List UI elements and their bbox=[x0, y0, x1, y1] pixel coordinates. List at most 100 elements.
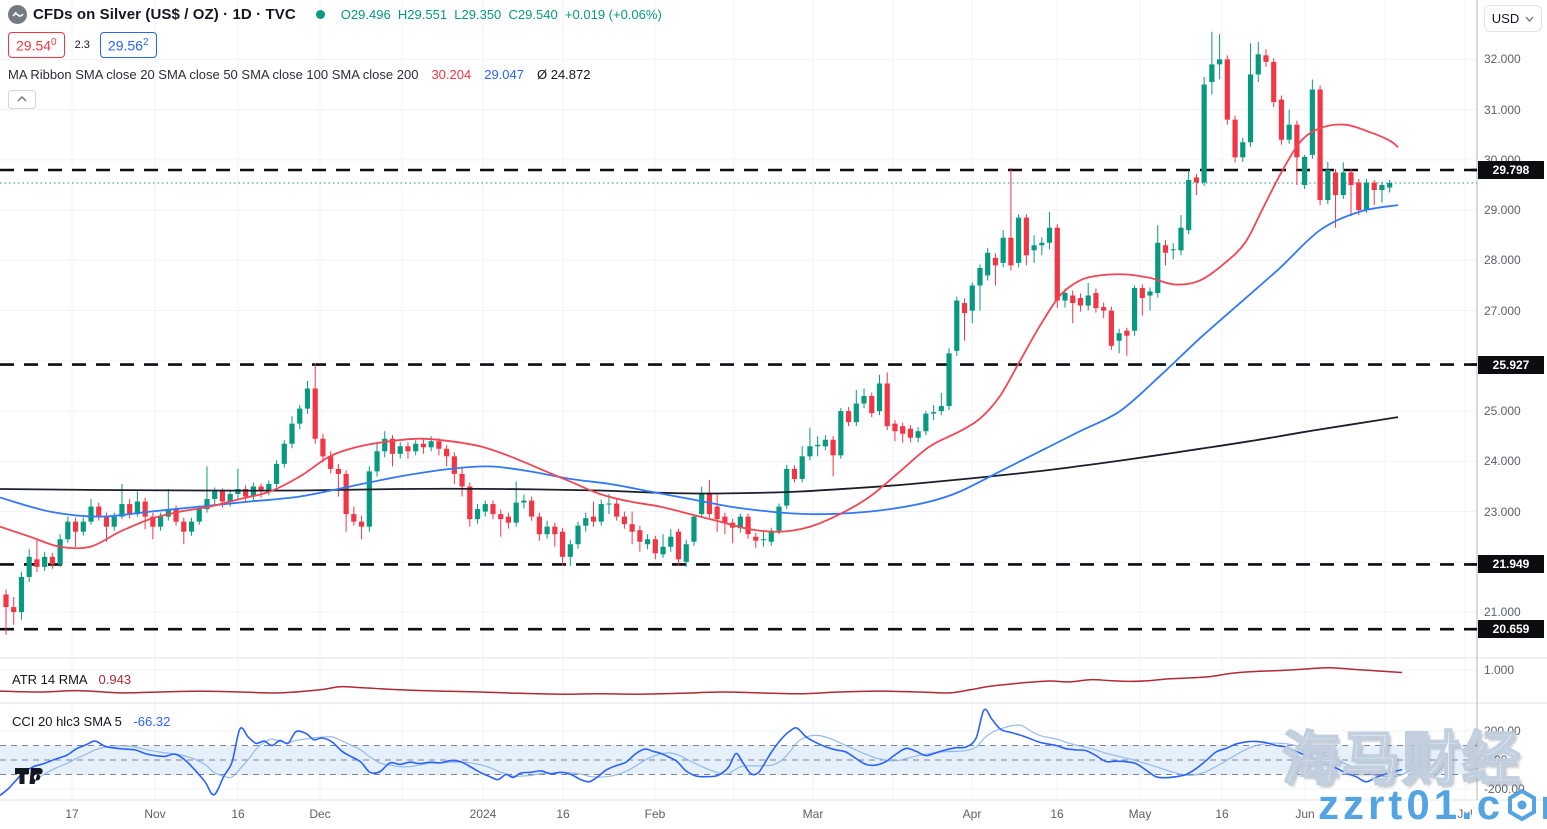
price-level-lines bbox=[0, 168, 1477, 631]
candle bbox=[1224, 59, 1230, 120]
candle bbox=[714, 506, 720, 520]
candle bbox=[629, 524, 635, 532]
candle bbox=[884, 383, 890, 427]
candle bbox=[1139, 287, 1145, 299]
candle bbox=[1178, 227, 1184, 251]
candle bbox=[529, 500, 535, 517]
candle bbox=[374, 451, 380, 472]
candle bbox=[150, 516, 156, 527]
currency-label: USD bbox=[1491, 11, 1520, 26]
candle bbox=[675, 531, 682, 560]
candle bbox=[389, 438, 396, 454]
candle bbox=[753, 536, 759, 541]
candle bbox=[1147, 291, 1153, 296]
candle bbox=[1356, 182, 1362, 211]
candle bbox=[552, 526, 558, 535]
candle bbox=[235, 488, 241, 495]
candle bbox=[34, 559, 40, 567]
candle bbox=[119, 504, 125, 517]
candle bbox=[397, 446, 403, 454]
candle bbox=[142, 501, 148, 517]
candle bbox=[923, 413, 929, 432]
candle bbox=[590, 516, 597, 522]
candle bbox=[637, 530, 643, 542]
candle bbox=[1255, 54, 1261, 75]
candle bbox=[413, 443, 419, 452]
candle bbox=[1371, 182, 1377, 190]
candle bbox=[273, 463, 280, 484]
candle bbox=[49, 556, 55, 565]
candle bbox=[969, 285, 975, 311]
candle bbox=[1186, 179, 1192, 231]
candle bbox=[1317, 89, 1323, 201]
candle bbox=[1286, 124, 1292, 140]
candle bbox=[1340, 172, 1346, 196]
candle bbox=[467, 486, 473, 520]
candle bbox=[88, 506, 94, 522]
candle bbox=[312, 388, 318, 439]
candle bbox=[335, 468, 341, 474]
candle bbox=[954, 300, 960, 351]
candle bbox=[498, 514, 504, 520]
candle bbox=[204, 499, 210, 510]
candle bbox=[1070, 295, 1076, 304]
candle bbox=[405, 446, 411, 452]
candle bbox=[188, 521, 195, 532]
candle bbox=[343, 473, 349, 515]
candle bbox=[1077, 298, 1084, 306]
candle bbox=[861, 396, 867, 404]
candle bbox=[745, 516, 751, 535]
currency-dropdown[interactable]: USD bbox=[1484, 5, 1542, 32]
candle bbox=[768, 530, 774, 542]
candle bbox=[420, 443, 427, 448]
candle bbox=[111, 516, 117, 527]
candle bbox=[165, 509, 171, 517]
candle bbox=[227, 494, 233, 502]
candle bbox=[96, 506, 102, 517]
candle bbox=[266, 483, 272, 492]
candle bbox=[1031, 245, 1037, 251]
candle bbox=[1348, 172, 1354, 185]
candle bbox=[1209, 64, 1215, 82]
candle bbox=[706, 494, 713, 515]
candle bbox=[985, 252, 991, 276]
candle bbox=[799, 456, 805, 479]
candles bbox=[3, 31, 1393, 635]
candle bbox=[351, 514, 357, 522]
candle bbox=[1217, 59, 1223, 65]
candle bbox=[652, 539, 658, 554]
candle bbox=[1062, 293, 1068, 301]
candle bbox=[776, 506, 782, 531]
candle bbox=[1240, 142, 1246, 158]
candle bbox=[289, 423, 295, 444]
candle bbox=[513, 502, 519, 523]
candle bbox=[219, 491, 226, 502]
candle bbox=[505, 516, 512, 523]
candle bbox=[946, 353, 952, 407]
candle bbox=[961, 303, 968, 314]
candle bbox=[1263, 55, 1269, 62]
candle bbox=[57, 539, 63, 565]
candle bbox=[760, 539, 767, 541]
candle bbox=[892, 423, 898, 432]
candle bbox=[366, 471, 372, 527]
candle bbox=[606, 503, 612, 505]
candle bbox=[521, 500, 527, 503]
candle bbox=[1162, 245, 1169, 253]
candle bbox=[598, 504, 604, 522]
candle bbox=[791, 468, 798, 479]
candle bbox=[575, 525, 581, 545]
candle bbox=[474, 509, 481, 520]
candle bbox=[158, 516, 164, 527]
candle bbox=[1363, 182, 1370, 211]
chevron-down-icon bbox=[1525, 16, 1534, 22]
candle bbox=[1093, 293, 1099, 309]
candle bbox=[931, 412, 937, 414]
candle bbox=[815, 444, 821, 447]
candle bbox=[544, 526, 550, 535]
candle bbox=[482, 504, 488, 512]
candle bbox=[977, 267, 983, 286]
candle bbox=[1232, 119, 1238, 158]
candle bbox=[173, 509, 179, 522]
